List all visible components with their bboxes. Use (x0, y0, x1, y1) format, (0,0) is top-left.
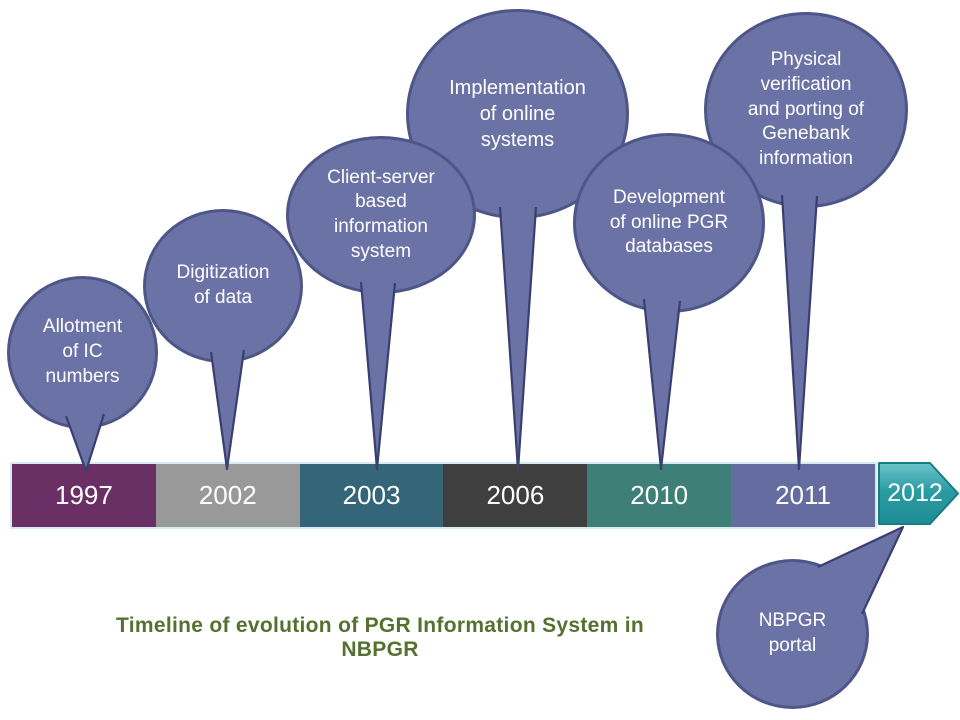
timeline-segment-2003: 2003 (299, 464, 444, 527)
pointer-to-2011 (780, 194, 819, 471)
year-label: 2011 (775, 480, 832, 510)
year-label: 2003 (342, 480, 401, 510)
timeline-segment-2006: 2006 (443, 464, 588, 527)
callout-label: Client-server based information system (327, 166, 435, 262)
year-label: 2012 (887, 479, 943, 507)
timeline-bar: 1997 2002 2003 2006 2010 2011 (10, 462, 877, 529)
year-label: 2006 (486, 480, 545, 510)
pointer-to-2006 (498, 206, 538, 472)
timeline-segment-2002: 2002 (155, 464, 300, 527)
pointer-to-2002 (209, 349, 246, 471)
pointer-to-2003 (359, 281, 397, 471)
callout-label: NBPGR portal (758, 610, 827, 656)
timeline-segment-2010: 2010 (587, 464, 732, 527)
timeline-arrow-2012: 2012 (878, 461, 960, 526)
timeline-segment-1997: 1997 (12, 464, 156, 527)
callout-label: Digitization of data (176, 262, 270, 308)
pointer-to-2010 (642, 298, 682, 471)
slide-caption: Timeline of evolution of PGR Information… (116, 614, 644, 661)
callout-client-server-information-system: Client-server based information system (286, 136, 476, 294)
year-label: 2010 (630, 480, 689, 510)
callout-development-of-online-pgr-databases: Development of online PGR databases (573, 133, 765, 313)
callout-label: Development of online PGR databases (609, 186, 729, 258)
arrow-shape-icon (878, 462, 959, 525)
callout-label: Allotment of IC numbers (42, 316, 123, 387)
callout-nbpgr-portal: NBPGR portal (716, 559, 869, 709)
timeline-segment-2011: 2011 (731, 464, 875, 527)
callout-allotment-of-ic-numbers: Allotment of IC numbers (7, 276, 158, 429)
callout-digitization-of-data: Digitization of data (143, 209, 303, 363)
callout-label: Implementation of online systems (449, 77, 586, 151)
callout-physical-verification-genebank: Physical verification and porting of Gen… (704, 12, 908, 208)
year-label: 2002 (198, 480, 257, 510)
year-label: 1997 (54, 480, 113, 510)
callout-label: Physical verification and porting of Gen… (747, 49, 865, 170)
